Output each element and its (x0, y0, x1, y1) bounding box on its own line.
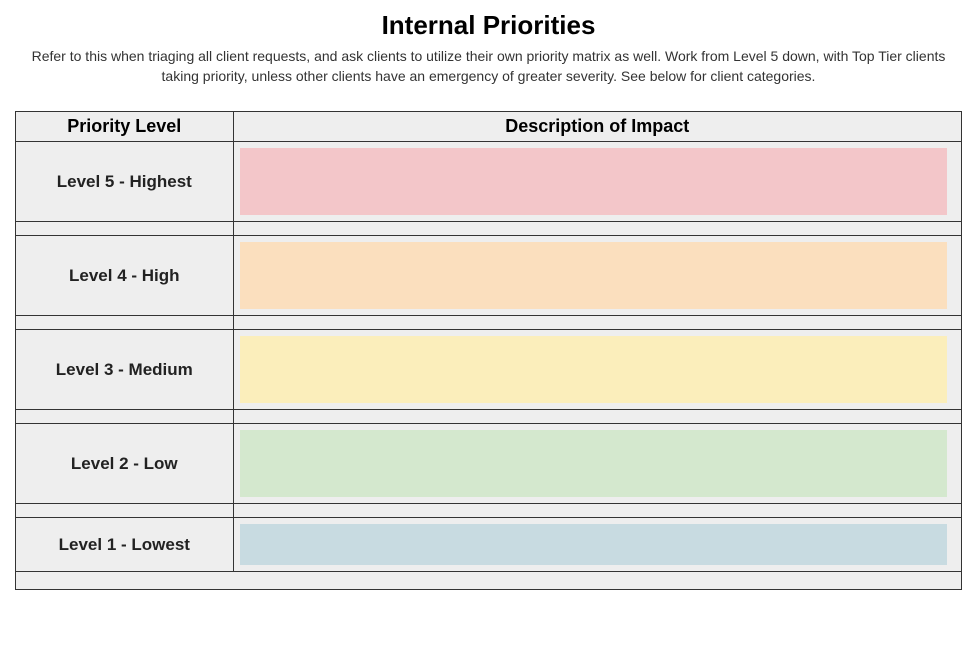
level-label: Level 3 - Medium (16, 330, 234, 410)
table-header-row: Priority Level Description of Impact (16, 112, 962, 142)
description-color-fill (240, 242, 947, 309)
level-label: Level 5 - Highest (16, 142, 234, 222)
header-priority-level: Priority Level (16, 112, 234, 142)
level-label: Level 2 - Low (16, 424, 234, 504)
spacer-row (16, 504, 962, 518)
table-row: Level 2 - Low (16, 424, 962, 504)
spacer-row (16, 316, 962, 330)
description-cell (233, 142, 961, 222)
table-row: Level 5 - Highest (16, 142, 962, 222)
description-cell (233, 330, 961, 410)
page-subtitle: Refer to this when triaging all client r… (15, 47, 962, 86)
description-color-fill (240, 336, 947, 403)
description-color-fill (240, 524, 947, 565)
spacer-row (16, 410, 962, 424)
spacer-row (16, 222, 962, 236)
spacer-cell (16, 222, 234, 236)
spacer-cell (233, 410, 961, 424)
spacer-cell (16, 410, 234, 424)
description-color-fill (240, 430, 947, 497)
description-cell (233, 424, 961, 504)
table-row: Level 3 - Medium (16, 330, 962, 410)
table-row: Level 4 - High (16, 236, 962, 316)
header-description: Description of Impact (233, 112, 961, 142)
spacer-cell (233, 504, 961, 518)
page-title: Internal Priorities (15, 10, 962, 41)
spacer-cell (233, 316, 961, 330)
footer-spacer-row (16, 572, 962, 590)
table-body: Level 5 - Highest Level 4 - High Level 3… (16, 142, 962, 590)
level-label: Level 1 - Lowest (16, 518, 234, 572)
level-label: Level 4 - High (16, 236, 234, 316)
spacer-cell (16, 504, 234, 518)
table-row: Level 1 - Lowest (16, 518, 962, 572)
footer-spacer-cell (16, 572, 962, 590)
description-cell (233, 518, 961, 572)
spacer-cell (233, 222, 961, 236)
description-color-fill (240, 148, 947, 215)
priority-matrix-table: Priority Level Description of Impact Lev… (15, 111, 962, 590)
spacer-cell (16, 316, 234, 330)
description-cell (233, 236, 961, 316)
